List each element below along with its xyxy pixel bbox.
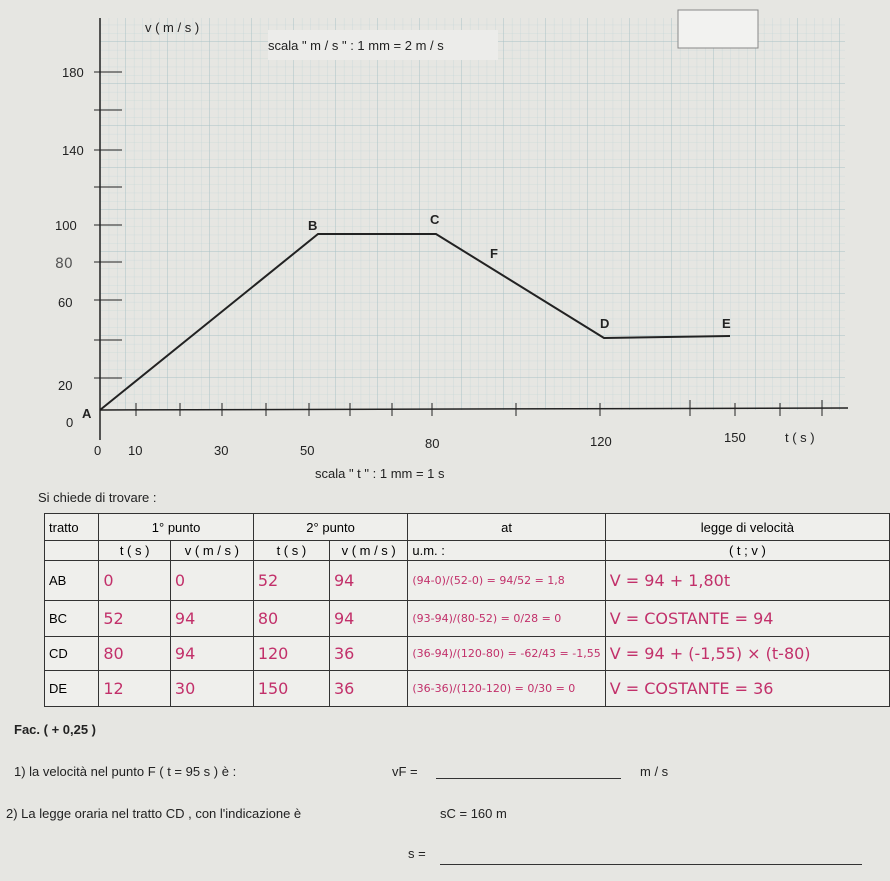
point-label: E: [722, 316, 731, 331]
answer-label: s =: [408, 846, 426, 861]
table-cell: V = COSTANTE = 36: [604, 670, 890, 707]
graph: v ( m / s ) t ( s ) scala " m / s " : 1 …: [55, 9, 849, 458]
table-cell: V = 94 + 1,80t: [604, 560, 890, 601]
header: 2° punto: [252, 513, 409, 541]
answer-label: sC = 160 m: [440, 806, 507, 821]
segment-name: AB: [43, 560, 100, 601]
velocity-graph: [99, 233, 731, 411]
table-row: AB 0 0 52 94 (94-0)/(52-0) = 94/52 = 1,8 V = 9…: [43, 560, 890, 601]
point-label: B: [308, 218, 317, 233]
table-cell: 0: [98, 560, 171, 601]
y-tick-label: 20: [58, 378, 72, 393]
question: 1) la velocità nel punto F ( t = 95 s ) …: [14, 764, 237, 779]
y-axis-label: v ( m / s ): [145, 20, 199, 35]
header: legge di velocità: [604, 513, 890, 541]
table-cell: 80: [98, 636, 171, 671]
scale-v: scala " m / s " : 1 mm = 2 m / s: [268, 38, 444, 53]
x-axis: [99, 407, 849, 411]
table-cell: 36: [328, 636, 409, 671]
answer-line: [436, 778, 621, 779]
x-tick-label: 120: [590, 434, 612, 449]
table-cell: (93-94)/(80-52) = 0/28 = 0: [407, 600, 606, 637]
table: tratto 1° punto 2° punto at legge di vel…: [43, 513, 890, 707]
question: 2) La legge oraria nel tratto CD , con l…: [6, 806, 302, 821]
grid-paper: [100, 18, 845, 410]
x-axis-label: t ( s ): [785, 430, 815, 445]
table-cell: 0: [169, 560, 254, 601]
segment-name: DE: [43, 670, 100, 707]
table-cell: 36: [328, 670, 409, 707]
point-label: C: [430, 212, 440, 227]
point-label: F: [490, 246, 498, 261]
subheader: v ( m / s ): [328, 540, 409, 561]
table-cell: V = COSTANTE = 94: [604, 600, 890, 637]
header: tratto: [43, 513, 100, 541]
table-cell: 94: [169, 600, 254, 637]
subheader: v ( m / s ): [169, 540, 254, 561]
answer-line: [440, 864, 862, 865]
table-cell: 52: [252, 560, 330, 601]
point-label: D: [600, 316, 609, 331]
table-cell: 120: [252, 636, 330, 671]
y-tick-label: 60: [58, 295, 72, 310]
table-cell: (36-36)/(120-120) = 0/30 = 0: [407, 670, 606, 707]
y-tick-label: 0: [66, 415, 73, 430]
segment-name: BC: [43, 600, 100, 637]
y-ticks: [94, 71, 122, 379]
table-cell: 30: [169, 670, 254, 707]
scale-box: [268, 30, 498, 60]
table-cell: 150: [252, 670, 330, 707]
x-tick-label: 0: [94, 443, 101, 458]
bonus: Fac. ( + 0,25 ): [14, 722, 97, 737]
unit: m / s: [640, 764, 669, 779]
y-tick-label: 140: [62, 143, 84, 158]
point-label: A: [82, 406, 92, 421]
table-cell: 94: [328, 560, 409, 601]
table-cell: 94: [169, 636, 254, 671]
y-tick-label: 180: [62, 65, 84, 80]
x-tick-label: 30: [214, 443, 228, 458]
x-tick-label: 150: [724, 430, 746, 445]
subheader: t ( s ): [98, 540, 171, 561]
prompt: Si chiede di trovare :: [38, 490, 157, 505]
table-cell: 80: [252, 600, 330, 637]
table-cell: V = 94 + (-1,55) × (t-80): [604, 636, 890, 671]
header: 1° punto: [98, 513, 254, 541]
score-box: [677, 9, 759, 49]
y-tick-label: 100: [55, 218, 77, 233]
table-row: CD 80 94 120 36 (36-94)/(120-80) = -62/43 = -…: [43, 636, 890, 671]
y-tick-label: 80: [55, 256, 73, 272]
x-ticks: [135, 400, 823, 416]
table-cell: 94: [328, 600, 409, 637]
x-tick-label: 80: [425, 436, 439, 451]
table-cell: 52: [98, 600, 171, 637]
segment-name: CD: [43, 636, 100, 671]
x-tick-label: 10: [128, 443, 142, 458]
x-tick-label: 50: [300, 443, 314, 458]
header: at: [407, 513, 606, 541]
table-cell: (36-94)/(120-80) = -62/43 = -1,55: [407, 636, 606, 671]
answer-label: vF =: [392, 764, 418, 779]
subheader: u.m. :: [407, 540, 606, 561]
subheader: t ( s ): [252, 540, 330, 561]
table-cell: 12: [98, 670, 171, 707]
table-cell: (94-0)/(52-0) = 94/52 = 1,8: [407, 560, 606, 601]
scale-t: scala " t " : 1 mm = 1 s: [315, 466, 445, 481]
subheader: ( t ; v ): [604, 540, 890, 561]
